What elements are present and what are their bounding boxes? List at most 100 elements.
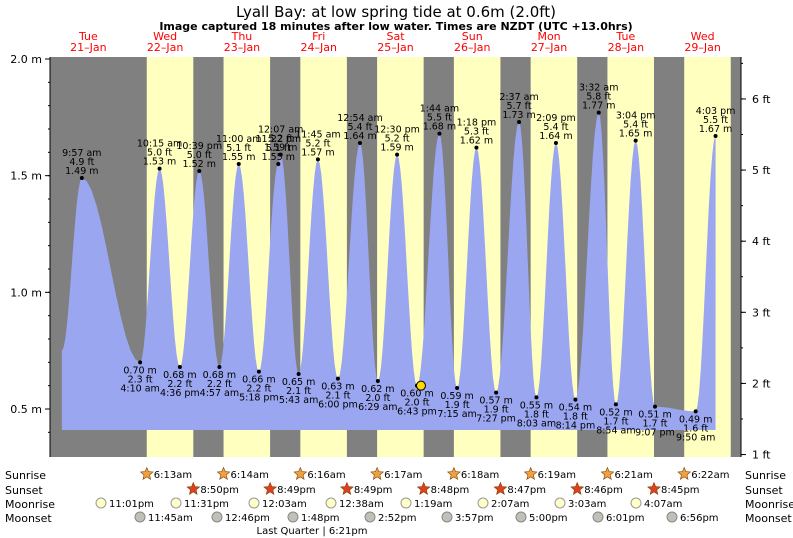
low-tide-ft: 2.2 ft	[246, 384, 271, 395]
high-tide-time: 1:18 pm	[457, 118, 497, 129]
low-tide-m: 0.49 m	[679, 414, 712, 425]
plot-area	[50, 57, 741, 457]
low-tide-time: 8:03 am	[517, 418, 556, 429]
moonrise-icon	[477, 497, 489, 509]
moonset-row-label: Moonset	[5, 512, 52, 525]
sunrise-icon	[293, 466, 308, 480]
moon-phase: Last Quarter | 6:21pm	[257, 526, 368, 537]
low-tide-time: 4:36 pm	[160, 388, 200, 399]
high-tide-time: 12:30 pm	[374, 125, 420, 136]
low-tide-point	[573, 397, 578, 402]
high-tide-point	[357, 141, 362, 145]
sunset-icon	[186, 481, 201, 495]
low-tide-point	[693, 409, 698, 414]
sunset-icon	[493, 481, 508, 495]
sunrise-time: 6:14am	[231, 470, 269, 481]
low-tide-point	[256, 369, 261, 374]
left-tick-label: 1.0 m	[10, 286, 42, 299]
high-tide-time: 12:54 am	[337, 113, 382, 124]
moonset-time: 2:52pm	[378, 513, 417, 524]
sunrise-icon	[600, 466, 615, 480]
sunset-time: 8:49pm	[354, 485, 393, 496]
high-tide-time: 11:22 pm	[255, 134, 301, 145]
high-tide-m: 1.52 m	[183, 159, 216, 170]
sunset-icon	[647, 481, 661, 495]
high-tide-time: 11:45 am	[295, 129, 340, 140]
high-tide-m: 1.65 m	[619, 129, 652, 140]
high-tide-m: 1.64 m	[539, 131, 572, 142]
moonrise-icon	[325, 497, 337, 509]
low-tide-time: 5:43 am	[279, 395, 318, 406]
low-tide-time: 4:10 am	[120, 383, 159, 394]
low-tide-m: 0.68 m	[163, 370, 196, 381]
left-tick-label: 1.5 m	[10, 170, 42, 183]
sunrise-time: 6:17am	[384, 470, 422, 481]
day-name: Tue	[78, 30, 98, 43]
high-tide-time: 3:32 am	[579, 83, 618, 94]
high-tide-m: 1.67 m	[699, 124, 732, 135]
low-tide-point	[138, 360, 143, 365]
low-tide-ft: 1.8 ft	[563, 412, 588, 423]
low-tide-point	[296, 372, 301, 376]
low-tide-point	[534, 395, 539, 400]
moonrise-time: 12:38am	[339, 499, 384, 510]
sunrise-time: 6:21am	[614, 470, 652, 481]
moonrise-time: 3:03am	[568, 499, 606, 510]
day-date: 27–Jan	[531, 41, 567, 54]
low-tide-ft: 2.2 ft	[167, 379, 192, 390]
moonrise-time: 11:31pm	[184, 499, 229, 510]
low-tide-m: 0.65 m	[282, 377, 315, 388]
day-date: 23–Jan	[224, 41, 260, 54]
high-tide-time: 12:07 am	[258, 125, 303, 136]
day-date: 25–Jan	[377, 41, 413, 54]
low-tide-point	[335, 376, 340, 381]
moonrise-time: 11:01pm	[109, 499, 154, 510]
low-tide-m: 0.54 m	[559, 403, 592, 414]
high-tide-time: 4:03 pm	[696, 106, 736, 117]
day-date: 29–Jan	[684, 41, 720, 54]
high-tide-time: 10:39 pm	[176, 141, 222, 152]
high-tide-point	[197, 169, 202, 173]
high-tide-point	[474, 145, 479, 150]
sunrise-time: 6:18am	[461, 470, 499, 481]
moonrise-time: 12:03am	[262, 499, 307, 510]
low-tide-time: 6:43 pm	[397, 407, 437, 418]
moonset-time: 6:01pm	[606, 513, 645, 524]
sunrise-icon	[677, 466, 692, 480]
moonrise-icon	[170, 497, 182, 509]
high-tide-point	[79, 176, 84, 180]
high-tide-point	[633, 138, 638, 143]
moonset-icon	[211, 511, 223, 523]
low-tide-time: 4:57 am	[200, 388, 239, 399]
low-tide-point	[494, 390, 499, 395]
day-date: 24–Jan	[300, 41, 336, 54]
sunset-icon	[570, 481, 585, 495]
low-tide-ft: 1.9 ft	[484, 405, 509, 416]
moonset-icon	[441, 511, 453, 523]
day-name: Fri	[312, 30, 325, 43]
high-tide-ft: 5.2 ft	[268, 134, 293, 145]
low-tide-point	[652, 404, 657, 409]
moonset-icon	[364, 511, 376, 523]
high-tide-ft: 5.0 ft	[187, 150, 212, 161]
high-tide-ft: 5.1 ft	[226, 143, 251, 154]
moonset-time: 12:46pm	[225, 513, 270, 524]
low-tide-time: 7:27 pm	[476, 414, 516, 425]
moonrise-icon	[248, 497, 260, 509]
high-tide-point	[157, 166, 162, 171]
high-tide-ft: 5.1 ft	[266, 143, 291, 154]
sunrise-row-label-right: Sunrise	[745, 469, 786, 482]
sunrise-time: 6:16am	[307, 470, 345, 481]
high-tide-point	[395, 152, 400, 157]
sunset-time: 8:48pm	[431, 485, 470, 496]
high-tide-time: 1:44 am	[420, 104, 459, 115]
high-tide-time: 11:00 am	[216, 134, 261, 145]
low-tide-m: 0.70 m	[123, 365, 156, 376]
day-name: Sun	[462, 30, 483, 43]
sunrise-time: 6:22am	[691, 470, 729, 481]
tide-curve	[61, 112, 716, 430]
moonset-icon	[666, 511, 678, 523]
day-name: Thu	[231, 30, 253, 43]
right-tick-label: 5 ft	[752, 164, 771, 177]
